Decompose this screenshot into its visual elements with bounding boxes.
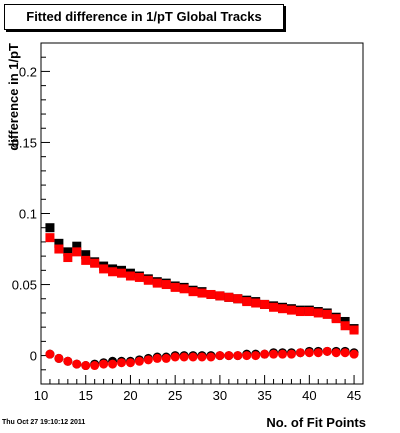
square-marker — [304, 307, 314, 317]
square-marker — [269, 302, 279, 312]
circle-marker — [340, 348, 350, 358]
x-tick-label: 40 — [302, 388, 316, 403]
square-marker — [54, 244, 64, 254]
square-marker — [63, 253, 73, 263]
square-marker — [45, 233, 55, 243]
circle-marker — [233, 351, 243, 361]
x-tick-label: 15 — [78, 388, 92, 403]
y-tick-label: 0.2 — [19, 64, 37, 79]
square-marker — [179, 284, 189, 294]
square-marker — [134, 272, 144, 282]
circle-marker — [295, 348, 305, 358]
circle-marker — [152, 353, 162, 363]
circle-marker — [179, 352, 189, 362]
square-marker — [108, 267, 118, 277]
square-marker — [260, 299, 270, 309]
circle-marker — [108, 359, 118, 369]
circle-marker — [134, 356, 144, 366]
x-tick-label: 20 — [123, 388, 137, 403]
square-marker — [161, 280, 171, 290]
square-marker — [72, 247, 82, 257]
circle-marker — [81, 361, 91, 371]
circle-marker — [215, 351, 225, 361]
circle-marker — [90, 361, 100, 371]
square-marker — [224, 292, 234, 302]
circle-marker — [304, 348, 314, 358]
square-marker — [206, 289, 216, 299]
y-tick-label: 0.1 — [19, 207, 37, 222]
square-marker — [72, 241, 82, 251]
square-marker — [54, 238, 64, 248]
square-marker — [63, 247, 73, 257]
square-marker — [188, 287, 198, 297]
circle-marker — [242, 351, 252, 361]
square-marker — [331, 314, 341, 324]
square-marker — [125, 271, 135, 281]
circle-marker — [125, 358, 135, 368]
x-tick-label: 35 — [257, 388, 271, 403]
x-tick-label: 45 — [347, 388, 361, 403]
circle-marker — [72, 359, 82, 369]
square-marker — [340, 321, 350, 331]
square-marker — [90, 258, 100, 268]
square-marker — [313, 308, 323, 318]
square-marker — [45, 223, 55, 233]
circle-marker — [278, 349, 287, 359]
square-marker — [251, 298, 261, 308]
circle-marker — [269, 349, 279, 359]
square-marker — [278, 304, 287, 314]
circle-marker — [322, 346, 332, 356]
circle-marker — [251, 351, 261, 361]
square-marker — [242, 297, 252, 307]
circle-marker — [143, 355, 153, 365]
square-marker — [349, 325, 359, 335]
square-marker — [197, 288, 207, 298]
circle-marker — [286, 349, 296, 359]
circle-marker — [170, 352, 180, 362]
square-marker — [81, 250, 91, 260]
x-tick-label: 30 — [213, 388, 227, 403]
circle-marker — [224, 351, 234, 361]
square-marker — [81, 255, 91, 265]
circle-marker — [188, 352, 198, 362]
y-tick-label: 0 — [30, 349, 37, 364]
x-axis-ticks: 10 15 20 25 30 35 40 45 — [34, 375, 364, 403]
footer-timestamp: Thu Oct 27 19:10:12 2011 — [2, 419, 86, 426]
y-tick-label: 0.15 — [12, 135, 37, 150]
circle-marker — [161, 353, 171, 363]
y-axis-ticks: 0 0.05 0.1 0.15 0.2 — [12, 42, 50, 385]
circle-marker — [117, 358, 126, 368]
x-axis-label: No. of Fit Points — [266, 415, 366, 430]
circle-marker — [63, 356, 73, 366]
circle-marker — [206, 352, 216, 362]
square-marker — [286, 305, 296, 315]
circle-marker — [54, 353, 64, 363]
square-marker — [322, 309, 332, 319]
plot-frame — [40, 42, 364, 385]
square-marker — [152, 278, 162, 288]
y-axis-label: difference in 1/pT — [6, 43, 21, 151]
x-tick-label: 25 — [168, 388, 182, 403]
circle-marker — [313, 348, 323, 358]
y-tick-label: 0.05 — [12, 278, 37, 293]
square-marker — [143, 275, 153, 285]
circle-marker — [99, 359, 109, 369]
square-marker — [215, 291, 225, 301]
circle-marker — [197, 352, 207, 362]
square-marker — [170, 282, 180, 292]
square-marker — [233, 294, 243, 304]
circle-marker — [331, 348, 341, 358]
circle-marker — [45, 349, 55, 359]
circle-marker — [349, 349, 359, 359]
chart-title: Fitted difference in 1/pT Global Tracks — [4, 4, 284, 30]
square-marker — [295, 307, 305, 317]
circle-marker — [260, 349, 270, 359]
square-marker — [117, 268, 126, 278]
x-tick-label: 10 — [34, 388, 48, 403]
data-markers — [45, 223, 359, 371]
square-marker — [99, 264, 109, 274]
